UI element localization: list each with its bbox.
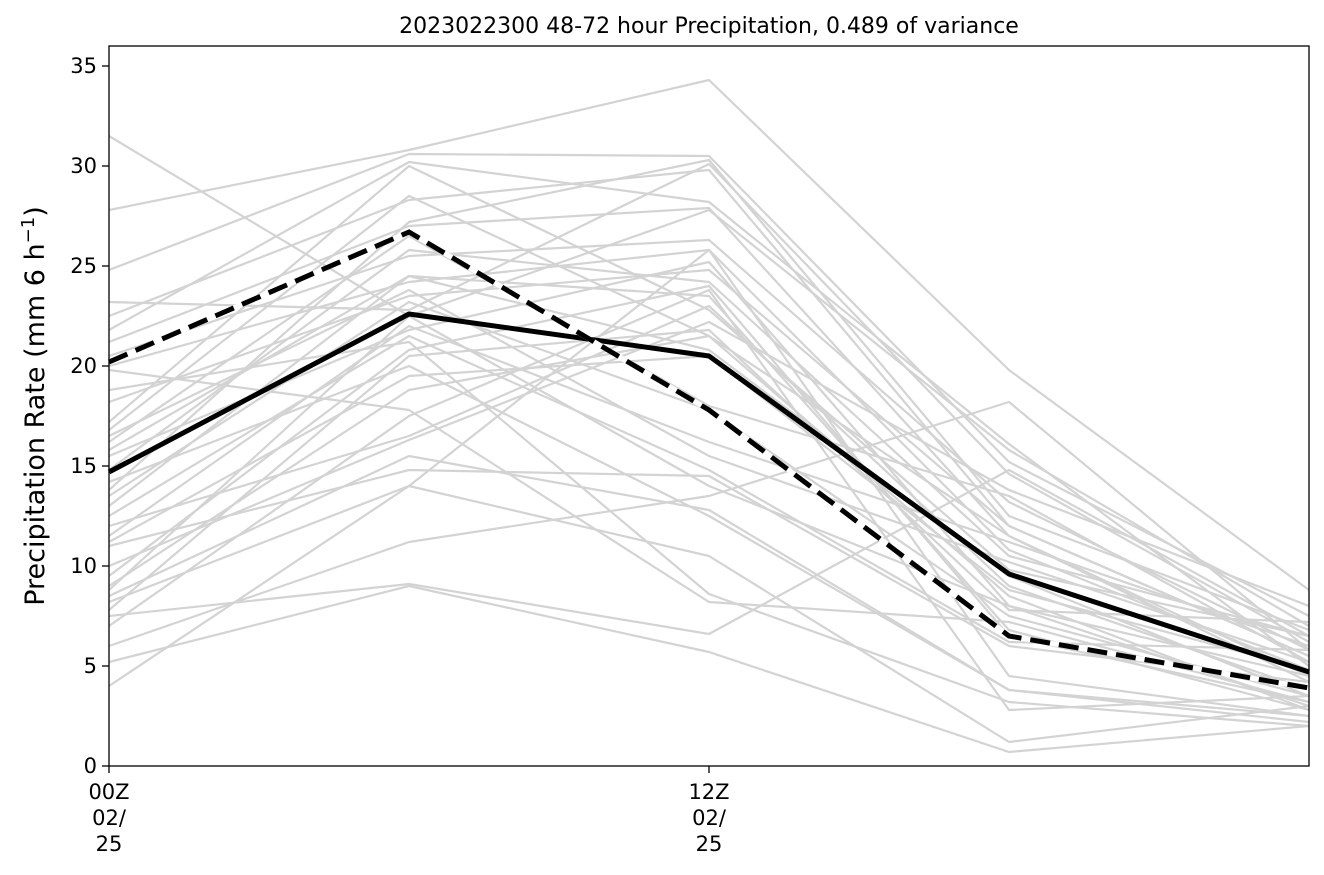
ensemble-member-line-12 — [108, 164, 1310, 638]
y-tick-label-35: 35 — [70, 54, 97, 78]
x-tick-label-line: 02/ — [692, 806, 727, 830]
ensemble-member-line-31 — [108, 468, 1310, 637]
highlight-lines — [107, 229, 1310, 691]
y-axis: 0 5 10 15 20 25 30 35 — [70, 54, 109, 778]
ensemble-member-line-2 — [108, 78, 1310, 591]
ensemble-member-line-30 — [108, 328, 1310, 624]
ensemble-member-line-20 — [108, 274, 1310, 712]
ensemble-member-line-33 — [108, 400, 1310, 651]
ensemble-member-line-14 — [108, 234, 1310, 663]
ensemble-member-line-35 — [108, 484, 1310, 744]
ensemble-member-line-4 — [108, 162, 1310, 643]
ensemble-member-line-37 — [108, 288, 1310, 664]
y-axis-label-superscript: −1 — [18, 217, 39, 244]
y-tick-label-5: 5 — [84, 654, 97, 678]
member-lines — [108, 78, 1310, 754]
ensemble-member-line-22 — [108, 304, 1310, 692]
dashed-series-line — [108, 229, 1310, 691]
ensemble-member-line-7 — [108, 206, 1310, 683]
ensemble-member-line-3 — [108, 152, 1310, 617]
ensemble-member-line-40 — [108, 158, 1310, 632]
y-axis-label-main: Precipitation Rate (mm 6 h — [20, 243, 51, 605]
ensemble-member-line-18 — [108, 364, 1310, 718]
ensemble-member-line-6 — [108, 160, 1310, 667]
y-axis-label-close: ) — [20, 206, 51, 217]
y-tick-label-20: 20 — [70, 354, 97, 378]
x-tick-label-2: 12Z 02/25 — [688, 780, 729, 856]
ensemble-member-line-39 — [108, 284, 1310, 704]
ensemble-member-line-28 — [108, 454, 1310, 724]
ensemble-member-line-38 — [108, 340, 1310, 728]
ensemble-member-line-34 — [108, 584, 1310, 754]
y-tick-label-0: 0 — [84, 754, 97, 778]
y-axis-label: Precipitation Rate (mm 6 h−1) — [18, 206, 51, 606]
ensemble-member-line-17 — [108, 248, 1310, 638]
x-tick-label-line: 25 — [96, 832, 123, 856]
x-tick-label-1: 00Z 02/25 — [88, 780, 129, 856]
ensemble-member-line-29 — [108, 248, 1310, 718]
y-tick-label-30: 30 — [70, 154, 97, 178]
ensemble-member-line-25 — [108, 320, 1310, 608]
ensemble-member-line-1 — [108, 135, 1310, 708]
ensemble-member-line-23 — [108, 324, 1310, 648]
x-tick-label-line: 12Z — [688, 780, 729, 804]
ensemble-member-line-27 — [108, 208, 1310, 627]
ensemble-member-line-26 — [108, 334, 1310, 712]
x-tick-label-line: 25 — [696, 832, 723, 856]
ensemble-member-line-11 — [108, 268, 1310, 658]
ensemble-member-line-16 — [108, 260, 1310, 678]
chart-title: 2023022300 48-72 hour Precipitation, 0.4… — [399, 14, 1019, 39]
y-tick-label-10: 10 — [70, 554, 97, 578]
x-tick-label-line: 00Z — [88, 780, 129, 804]
y-tick-label-15: 15 — [70, 454, 97, 478]
x-tick-label-line: 02/ — [92, 806, 127, 830]
solid-series-line — [107, 311, 1310, 675]
ensemble-member-line-32 — [108, 288, 1310, 712]
y-tick-label-25: 25 — [70, 254, 97, 278]
